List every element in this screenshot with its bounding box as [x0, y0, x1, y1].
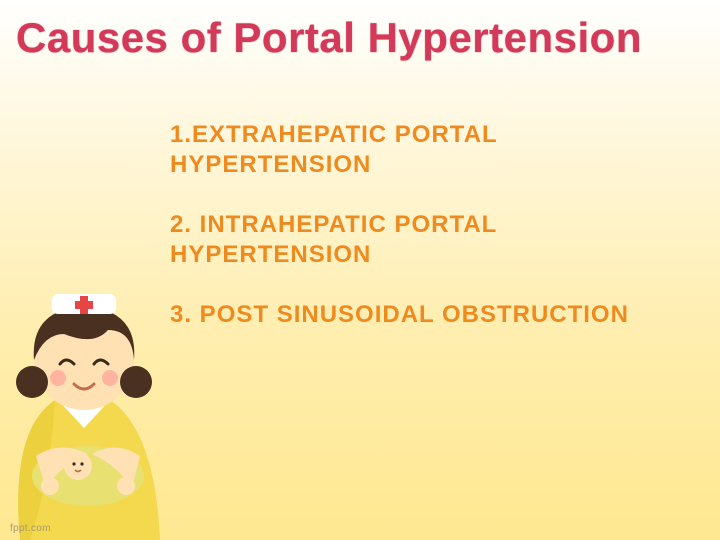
- baby-head: [64, 452, 92, 480]
- nurse-hand-right: [117, 477, 135, 495]
- bullet-item: 2. INTRAHEPATIC PORTAL HYPERTENSION: [170, 210, 680, 270]
- slide: Causes of Portal Hypertension 1.EXTRAHEP…: [0, 0, 720, 540]
- baby-eye-l: [72, 462, 75, 465]
- bullet-list: 1.EXTRAHEPATIC PORTAL HYPERTENSION 2. IN…: [170, 120, 680, 360]
- footer-watermark: fppt.com: [10, 523, 51, 534]
- nurse-hand-left: [41, 477, 59, 495]
- bullet-item: 3. POST SINUSOIDAL OBSTRUCTION: [170, 300, 680, 330]
- nurse-cheek-right: [102, 370, 118, 386]
- bullet-item: 1.EXTRAHEPATIC PORTAL HYPERTENSION: [170, 120, 680, 180]
- baby-eye-r: [80, 462, 83, 465]
- nurse-hair-right: [120, 366, 152, 398]
- cap-cross-h: [75, 301, 93, 309]
- nurse-illustration: [0, 280, 190, 540]
- nurse-hair-left: [16, 366, 48, 398]
- nurse-cheek-left: [50, 370, 66, 386]
- slide-title: Causes of Portal Hypertension: [16, 14, 704, 62]
